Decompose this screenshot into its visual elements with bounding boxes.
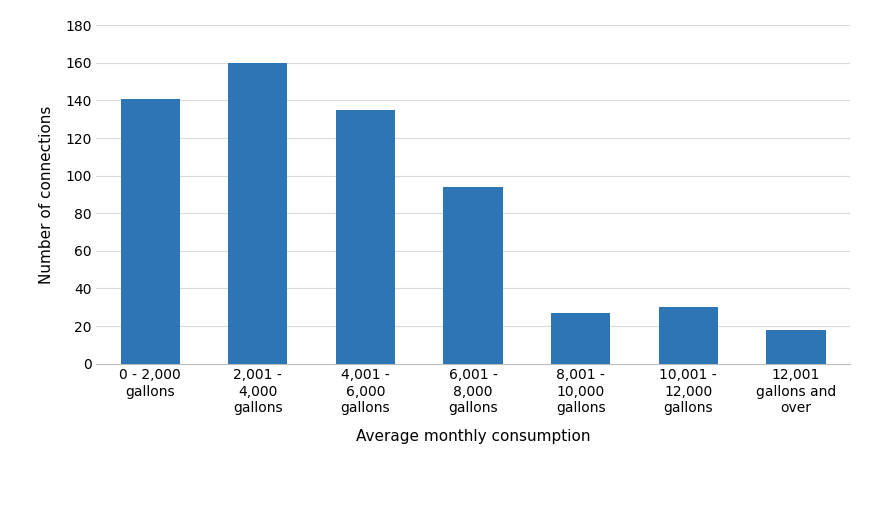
X-axis label: Average monthly consumption: Average monthly consumption [356,429,590,444]
Bar [336,110,395,364]
Bar [551,313,611,364]
Bar [121,98,180,364]
Bar [228,63,287,364]
Y-axis label: Number of connections: Number of connections [39,105,54,284]
Bar [659,307,718,364]
Bar [443,187,503,364]
Bar [766,330,825,364]
